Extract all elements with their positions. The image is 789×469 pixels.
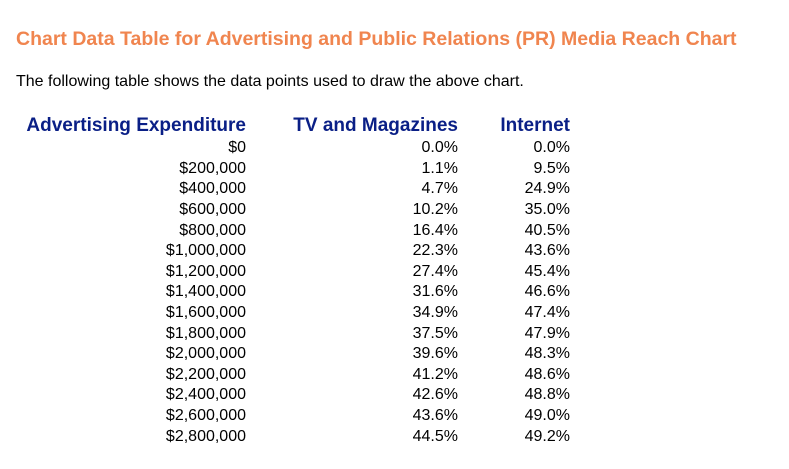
header-tv-and-magazines: TV and Magazines xyxy=(293,115,458,136)
table-row: $0 0.0% 0.0% xyxy=(12,138,570,159)
cell-tv-magazines-highlighted: 39.6% xyxy=(246,344,458,365)
cell-tv-magazines: 10.2% xyxy=(412,201,458,219)
table-row: $1,800,000 37.5% 47.9% xyxy=(12,323,570,344)
table-row: $1,600,000 34.9% 47.4% xyxy=(12,303,570,324)
table-row: $2,800,000 44.5% 49.2% xyxy=(12,426,570,447)
page-title: Chart Data Table for Advertising and Pub… xyxy=(16,28,737,50)
cell-expenditure: $200,000 xyxy=(179,159,246,177)
cell-internet: 24.9% xyxy=(524,180,570,198)
cell-internet: 47.4% xyxy=(524,304,570,322)
intro-text: The following table shows the data point… xyxy=(16,73,524,90)
cell-expenditure: $1,200,000 xyxy=(165,262,246,280)
cell-internet-highlighted: 43.6% xyxy=(458,241,570,262)
highlight-mark: 39.6% xyxy=(412,345,458,363)
cell-internet: 9.5% xyxy=(533,159,570,177)
cell-expenditure: $400,000 xyxy=(179,180,246,198)
table-row: $1,000,000 22.3% 43.6% xyxy=(12,241,570,262)
cell-tv-magazines: 4.7% xyxy=(421,180,458,198)
cell-internet: 35.0% xyxy=(524,201,570,219)
cell-tv-magazines: 37.5% xyxy=(412,324,458,342)
table-row: $400,000 4.7% 24.9% xyxy=(12,179,570,200)
table-header-row: Advertising Expenditure TV and Magazines… xyxy=(12,114,570,138)
cell-internet: 40.5% xyxy=(524,221,570,239)
cell-tv-magazines: 31.6% xyxy=(412,283,458,301)
cell-tv-magazines: 0.0% xyxy=(421,139,458,157)
cell-tv-magazines: 1.1% xyxy=(421,159,458,177)
cell-tv-magazines: 44.5% xyxy=(412,427,458,445)
cell-internet: 47.9% xyxy=(524,324,570,342)
table-row: $2,400,000 42.6% 48.8% xyxy=(12,385,570,406)
cell-expenditure: $0 xyxy=(228,139,246,157)
highlight-mark: 43.6% xyxy=(524,242,570,260)
table-row: $2,600,000 43.6% 49.0% xyxy=(12,406,570,427)
cell-internet: 46.6% xyxy=(524,283,570,301)
cell-internet: 49.2% xyxy=(524,427,570,445)
cell-expenditure-highlighted: $1,000,000 xyxy=(12,241,246,262)
table-row: $2,200,000 41.2% 48.6% xyxy=(12,365,570,386)
table-row: $200,000 1.1% 9.5% xyxy=(12,159,570,180)
table-row: $2,000,000 39.6% 48.3% xyxy=(12,344,570,365)
cell-internet: 48.3% xyxy=(524,345,570,363)
table-row: $1,200,000 27.4% 45.4% xyxy=(12,262,570,283)
cell-internet: 49.0% xyxy=(524,407,570,425)
cell-expenditure-highlighted: $2,000,000 xyxy=(12,344,246,365)
cell-internet: 0.0% xyxy=(533,139,570,157)
cell-tv-magazines: 27.4% xyxy=(412,262,458,280)
cell-expenditure: $2,200,000 xyxy=(165,365,246,383)
cell-internet: 48.8% xyxy=(524,386,570,404)
highlight-mark: $1,000,000 xyxy=(165,242,246,260)
cell-expenditure: $600,000 xyxy=(179,201,246,219)
cell-expenditure: $800,000 xyxy=(179,221,246,239)
cell-tv-magazines: 22.3% xyxy=(412,242,458,260)
cell-expenditure: $1,800,000 xyxy=(165,324,246,342)
cell-expenditure: $2,600,000 xyxy=(165,407,246,425)
cell-tv-magazines: 42.6% xyxy=(412,386,458,404)
header-internet: Internet xyxy=(500,115,570,136)
table-row: $800,000 16.4% 40.5% xyxy=(12,220,570,241)
cell-expenditure: $2,400,000 xyxy=(165,386,246,404)
cell-expenditure: $2,800,000 xyxy=(165,427,246,445)
cell-expenditure: $1,400,000 xyxy=(165,283,246,301)
cell-internet: 48.6% xyxy=(524,365,570,383)
table-row: $1,400,000 31.6% 46.6% xyxy=(12,282,570,303)
cell-tv-magazines: 34.9% xyxy=(412,304,458,322)
header-advertising-expenditure: Advertising Expenditure xyxy=(26,115,246,136)
data-table: Advertising Expenditure TV and Magazines… xyxy=(12,114,570,447)
cell-tv-magazines: 16.4% xyxy=(412,221,458,239)
cell-tv-magazines: 41.2% xyxy=(412,365,458,383)
cell-internet: 45.4% xyxy=(524,262,570,280)
highlight-mark: $2,000,000 xyxy=(165,345,246,363)
cell-tv-magazines: 43.6% xyxy=(412,407,458,425)
cell-expenditure: $1,600,000 xyxy=(165,304,246,322)
table-row: $600,000 10.2% 35.0% xyxy=(12,200,570,221)
